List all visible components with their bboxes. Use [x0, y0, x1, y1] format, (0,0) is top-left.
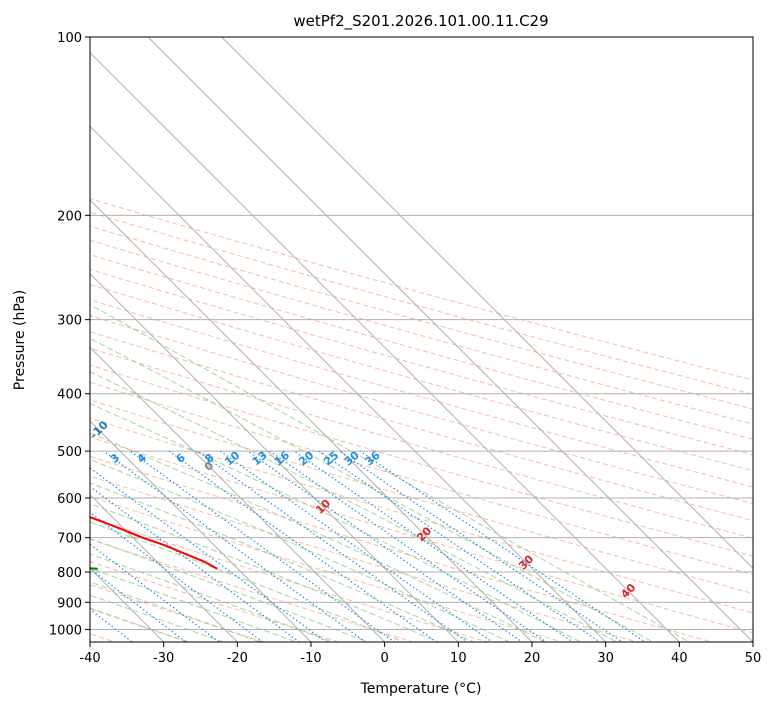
isotherm-line: [90, 346, 386, 642]
mixing-ratio-line: [247, 450, 524, 642]
dry-adiabat: [90, 417, 753, 614]
isotherm-line: [90, 272, 459, 642]
moist-adiabat: [90, 553, 334, 642]
y-tick-label: 200: [57, 209, 82, 224]
moist-adiabat: [90, 581, 262, 642]
x-tick-label: -40: [79, 651, 100, 666]
mixing-ratio-line: [293, 450, 574, 642]
mixing-ratio-line: [90, 608, 133, 642]
moist-adiabat: [90, 594, 226, 642]
temperature-line: [90, 516, 218, 570]
y-tick-label: 1000: [49, 623, 82, 638]
dry-adiabat: [90, 436, 753, 634]
dry-adiabat: [90, 475, 639, 642]
y-tick-label: 400: [57, 388, 82, 403]
mixing-ratio-line: [129, 450, 396, 642]
isotherm-line: [90, 199, 533, 642]
dry-adiabat: [90, 239, 753, 425]
moist-adiabat: [90, 607, 189, 642]
y-tick-label: 100: [57, 31, 82, 46]
y-tick-label: 700: [57, 532, 82, 547]
dry-adiabat: [90, 516, 490, 642]
x-tick-label: 0: [381, 651, 389, 666]
plot-frame: [89, 36, 754, 643]
moist-adiabat: [90, 503, 440, 642]
x-axis-label: Temperature (°C): [360, 681, 482, 697]
background-lines: [90, 37, 753, 642]
dry-adiabat: [90, 347, 753, 539]
y-axis-label: Pressure (hPa): [12, 290, 28, 390]
isotherm-line: [147, 37, 753, 642]
x-tick-label: 40: [671, 651, 688, 666]
dry-adiabat: [90, 254, 753, 440]
mixing-ratio-line: [168, 450, 438, 642]
mixing-ratio-line: [103, 450, 367, 642]
y-axis: 100 200 300 400 500 600 700 800 900 1000: [49, 31, 90, 638]
x-tick-label: 20: [524, 651, 541, 666]
chart-title: wetPf2_S201.2026.101.00.11.C29: [293, 12, 548, 31]
isotherm-line: [90, 420, 312, 642]
isotherm-line: [90, 493, 238, 642]
y-tick-label: 900: [57, 596, 82, 611]
isotherm-line: [90, 125, 607, 642]
moist-adiabat: [90, 521, 405, 642]
mixing-ratio-line: [90, 567, 187, 642]
x-tick-label: 10: [450, 651, 467, 666]
y-tick-label: 500: [57, 445, 82, 460]
dry-adiabat: [90, 225, 753, 410]
y-tick-label: 800: [57, 566, 82, 581]
dry-adiabat: [90, 381, 753, 576]
y-tick-label: 600: [57, 492, 82, 507]
mixing-ratio-line: [90, 485, 301, 642]
isotherm-line: [90, 51, 680, 642]
mixing-ratio-line: [220, 450, 494, 642]
mixing-ratio-line: [318, 450, 601, 642]
mixing-ratio-line: [90, 543, 220, 642]
dry-adiabat: [90, 538, 415, 642]
x-axis: -40 -30 -20 -10 0 10 20 30 40 50: [79, 642, 761, 666]
mixing-ratio-line: [269, 450, 548, 642]
mixing-ratio-line: [90, 511, 264, 642]
dry-adiabat: [90, 584, 266, 642]
mixing-ratio-line: [359, 450, 647, 642]
x-tick-label: 50: [745, 651, 762, 666]
isotherm-line: [221, 37, 753, 570]
x-tick-label: -30: [153, 651, 174, 666]
dry-adiabat: [90, 455, 714, 642]
x-tick-label: 30: [597, 651, 614, 666]
moist-adiabat: [90, 482, 476, 642]
data-series: [90, 516, 218, 570]
y-tick-label: 300: [57, 314, 82, 329]
x-tick-label: -10: [300, 651, 321, 666]
dry-adiabat: [90, 268, 753, 456]
moist-adiabat: [90, 538, 370, 642]
x-tick-label: -20: [227, 651, 248, 666]
mixing-ratio-line: [338, 450, 624, 642]
dry-adiabat: [90, 331, 753, 522]
dry-adiabat: [90, 315, 753, 505]
